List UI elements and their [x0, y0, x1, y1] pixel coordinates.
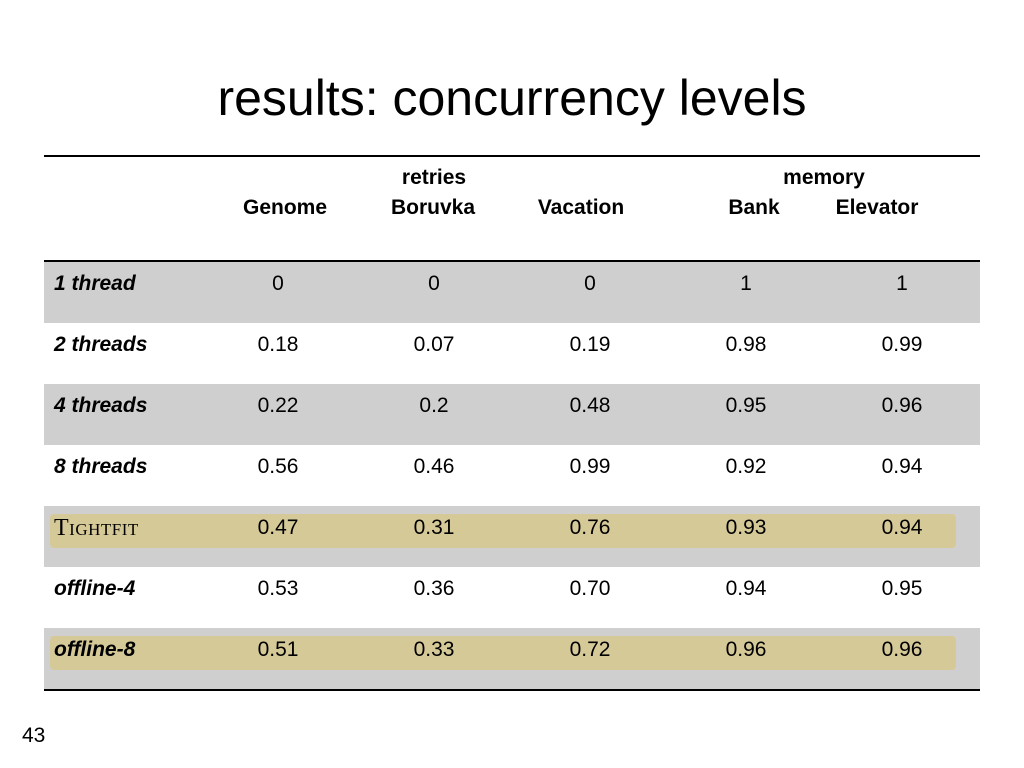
table-cell: 0.96: [881, 638, 923, 661]
table-cell: 0.94: [725, 577, 767, 600]
table-cell: 0: [272, 272, 284, 295]
row-label: 1 thread: [54, 272, 136, 295]
table-bottom-rule: [44, 689, 980, 691]
table-row: 1 thread 0 0 0 1 1: [44, 262, 980, 323]
table-cell: 0.99: [881, 333, 923, 356]
table-cell: 0.70: [569, 577, 611, 600]
table-cell: 0.94: [881, 455, 923, 478]
table-row: 4 threads 0.22 0.2 0.48 0.95 0.96: [44, 384, 980, 445]
table-cell: 0.99: [569, 455, 611, 478]
table-header-rule: [44, 260, 980, 262]
column-header-genome: Genome: [242, 196, 328, 219]
table-cell: 0.36: [413, 577, 455, 600]
table-cell: 0.72: [569, 638, 611, 661]
column-header-boruvka: Boruvka: [390, 196, 476, 219]
row-label: 4 threads: [54, 394, 148, 417]
table-cell: 0.22: [257, 394, 299, 417]
table-cell: 0.46: [413, 455, 455, 478]
table-cell: 0.93: [725, 516, 767, 539]
table-cell: 0.95: [881, 577, 923, 600]
column-header-bank: Bank: [728, 196, 780, 219]
table-row: 8 threads 0.56 0.46 0.99 0.92 0.94: [44, 445, 980, 506]
table-top-rule: [44, 155, 980, 157]
table-cell: 0.92: [725, 455, 767, 478]
group-header-memory: memory: [783, 166, 865, 189]
table-cell: 0: [584, 272, 596, 295]
page-number: 43: [22, 724, 46, 747]
row-label: 2 threads: [54, 333, 148, 356]
row-label: offline-8: [54, 638, 136, 661]
row-label: Tightfit: [54, 515, 139, 541]
table-cell: 1: [740, 272, 752, 295]
table-cell: 0.98: [725, 333, 767, 356]
table-cell: 0.53: [257, 577, 299, 600]
row-highlight: [50, 636, 956, 670]
table-cell: 0.19: [569, 333, 611, 356]
column-header-vacation: Vacation: [537, 196, 625, 219]
table-row: 2 threads 0.18 0.07 0.19 0.98 0.99: [44, 323, 980, 384]
row-highlight: [50, 514, 956, 548]
table-cell: 1: [896, 272, 908, 295]
table-cell: 0.48: [569, 394, 611, 417]
table-cell: 0.96: [725, 638, 767, 661]
table-row: offline-4 0.53 0.36 0.70 0.94 0.95: [44, 567, 980, 628]
table-cell: 0.33: [413, 638, 455, 661]
table-cell: 0.51: [257, 638, 299, 661]
row-label: 8 threads: [54, 455, 148, 478]
table-cell: 0: [428, 272, 440, 295]
column-header-elevator: Elevator: [835, 196, 919, 219]
row-label: offline-4: [54, 577, 136, 600]
table-row-highlighted: Tightfit 0.47 0.31 0.76 0.93 0.94: [44, 506, 980, 567]
table-cell: 0.07: [413, 333, 455, 356]
table-row-highlighted: offline-8 0.51 0.33 0.72 0.96 0.96: [44, 628, 980, 689]
table-cell: 0.94: [881, 516, 923, 539]
slide-title: results: concurrency levels: [217, 70, 807, 126]
table-cell: 0.96: [881, 394, 923, 417]
group-header-retries: retries: [401, 166, 467, 189]
table-cell: 0.2: [419, 394, 449, 417]
table-cell: 0.76: [569, 516, 611, 539]
table-cell: 0.31: [413, 516, 455, 539]
table-cell: 0.18: [257, 333, 299, 356]
table-cell: 0.56: [257, 455, 299, 478]
table-cell: 0.95: [725, 394, 767, 417]
table-cell: 0.47: [257, 516, 299, 539]
